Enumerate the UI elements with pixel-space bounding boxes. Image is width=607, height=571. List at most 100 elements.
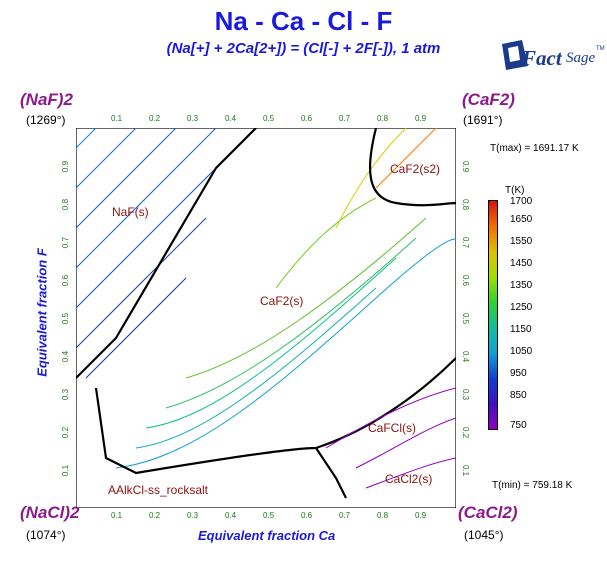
isotherm-naf-5 [85, 277, 187, 379]
corner-label-cacl2: (CaCl2) [458, 503, 518, 522]
logo-mark [502, 40, 528, 70]
isotherm-caf2-4 [165, 237, 417, 409]
isotherm-naf-4 [75, 217, 207, 349]
bottom-tick-0.7: 0.7 [339, 511, 351, 520]
phase-boundaries [75, 127, 457, 499]
boundary-naf-liquid [75, 127, 257, 379]
top-ticks-html: 0.1 0.2 0.3 0.4 0.5 0.6 0.7 0.8 0.9 [76, 114, 456, 126]
isotherm-cafcl-1 [325, 387, 457, 449]
bottom-tick-0.4: 0.4 [225, 511, 237, 520]
logo-trademark: TM [596, 46, 605, 52]
isotherm-naf-2 [75, 127, 217, 269]
bottom-tick-0.9: 0.9 [415, 511, 427, 520]
corner-label-naf: (NaF)2 [20, 90, 73, 109]
corner-temp-caf2: (1691°) [463, 113, 503, 127]
corner-temp-nacl: (1074°) [26, 528, 66, 542]
top-tick-label-0.8: 0.8 [377, 114, 389, 123]
diagram-subtitle: (Na[+] + 2Ca[2+]) = (Cl[-] + 2F[-]), 1 a… [166, 40, 441, 57]
top-tick-label-0.3: 0.3 [187, 114, 199, 123]
colorbar-label-850: 850 [510, 390, 527, 401]
corner-temp-cacl2: (1045°) [464, 528, 504, 542]
top-tick-label-0.2: 0.2 [149, 114, 161, 123]
top-tick-label-0.5: 0.5 [263, 114, 275, 123]
right-tick-0.6: 0.6 [461, 274, 471, 287]
top-tick-label-0.7: 0.7 [339, 114, 351, 123]
top-tick-label-0.4: 0.4 [225, 114, 237, 123]
left-tick-0.7: 0.7 [61, 236, 71, 249]
colorbar-label-950: 950 [510, 368, 527, 379]
chloride-isotherms [325, 387, 457, 489]
top-tick-label-0.6: 0.6 [301, 114, 313, 123]
left-tick-0.4: 0.4 [61, 350, 71, 363]
right-tick-0.3: 0.3 [461, 388, 471, 401]
colorbar-label-1700: 1700 [510, 196, 533, 207]
plot-frame [75, 127, 457, 509]
isotherm-caf2-5 [185, 217, 427, 379]
phase-label-caf2-s2: CaF2(s2) [390, 162, 441, 176]
isotherm-caf2-2 [135, 287, 377, 449]
isotherm-cacl2-1 [365, 457, 457, 489]
boundary-caf2-transition [368, 127, 457, 207]
isotherm-caf2-6 [275, 197, 377, 289]
colorbar-label-1250: 1250 [510, 302, 533, 313]
phase-diagram-plot: 0.1 0.2 0.3 0.4 0.5 0.6 0.7 0.8 0.9 [75, 117, 459, 509]
left-ticks: 0.1 0.2 0.3 0.4 0.5 0.6 0.7 0.8 0.9 [60, 128, 72, 508]
right-tick-0.8: 0.8 [461, 198, 471, 211]
colorbar-gradient [489, 201, 497, 429]
factsage-logo: Fact Sage TM [500, 36, 605, 76]
isotherm-naf-3 [75, 157, 227, 309]
top-tick-label-0.1: 0.1 [111, 114, 123, 123]
right-ticks: 0.1 0.2 0.3 0.4 0.5 0.6 0.7 0.8 0.9 [460, 128, 472, 508]
bottom-tick-0.1: 0.1 [111, 511, 123, 520]
isotherm-cafcl-2 [355, 417, 457, 469]
isotherm-naf-7 [75, 127, 97, 149]
left-tick-0.9: 0.9 [61, 160, 71, 173]
isotherm-naf-1 [75, 127, 177, 229]
phase-diagram-svg: 0.1 0.2 0.3 0.4 0.5 0.6 0.7 0.8 0.9 [75, 117, 459, 509]
right-tick-0.2: 0.2 [461, 426, 471, 439]
top-tick-label-0.9: 0.9 [415, 114, 427, 123]
colorbar [488, 200, 498, 430]
colorbar-title: T(K) [505, 185, 525, 196]
left-tick-0.6: 0.6 [61, 274, 71, 287]
logo-text-sage: Sage [566, 50, 596, 66]
right-tick-0.7: 0.7 [461, 236, 471, 249]
colorbar-label-1550: 1550 [510, 236, 533, 247]
isotherm-caf2-8 [375, 127, 437, 189]
colorbar-label-1650: 1650 [510, 214, 533, 225]
right-tick-0.1: 0.1 [461, 464, 471, 477]
boundary-caf2-liquid [94, 357, 457, 475]
left-tick-0.8: 0.8 [61, 198, 71, 211]
bottom-tick-0.8: 0.8 [377, 511, 389, 520]
corner-label-caf2: (CaF2) [462, 90, 515, 109]
phase-label-cafcl: CaFCl(s) [368, 421, 416, 435]
colorbar-label-750: 750 [510, 420, 527, 431]
bottom-tick-0.2: 0.2 [149, 511, 161, 520]
naf-isotherms [75, 127, 227, 379]
tmax-readout: T(max) = 1691.17 K [490, 143, 579, 154]
left-tick-0.5: 0.5 [61, 312, 71, 325]
left-tick-0.3: 0.3 [61, 388, 71, 401]
right-tick-0.9: 0.9 [461, 160, 471, 173]
boundary-cafcl-cacl2 [315, 447, 347, 499]
bottom-tick-0.6: 0.6 [301, 511, 313, 520]
phase-label-caf2: CaF2(s) [260, 294, 304, 308]
left-tick-0.2: 0.2 [61, 426, 71, 439]
colorbar-label-1450: 1450 [510, 258, 533, 269]
logo-text-fact: Fact [522, 46, 562, 70]
x-axis-title: Equivalent fraction Ca [198, 528, 336, 543]
tmin-readout: T(min) = 759.18 K [492, 480, 573, 491]
phase-label-naf: NaF(s) [112, 205, 149, 219]
colorbar-label-1050: 1050 [510, 346, 533, 357]
right-tick-0.4: 0.4 [461, 350, 471, 363]
isotherm-caf2-3 [145, 257, 397, 429]
right-tick-0.5: 0.5 [461, 312, 471, 325]
isotherm-caf2-7 [335, 127, 407, 229]
phase-label-cacl2: CaCl2(s) [385, 472, 433, 486]
left-tick-0.1: 0.1 [61, 464, 71, 477]
colorbar-label-1350: 1350 [510, 280, 533, 291]
bottom-tick-0.3: 0.3 [187, 511, 199, 520]
y-axis-title: Equivalent fraction F [34, 248, 50, 377]
isotherm-naf-6 [75, 127, 137, 189]
bottom-ticks: 0.1 0.2 0.3 0.4 0.5 0.6 0.7 0.8 0.9 [76, 511, 456, 523]
